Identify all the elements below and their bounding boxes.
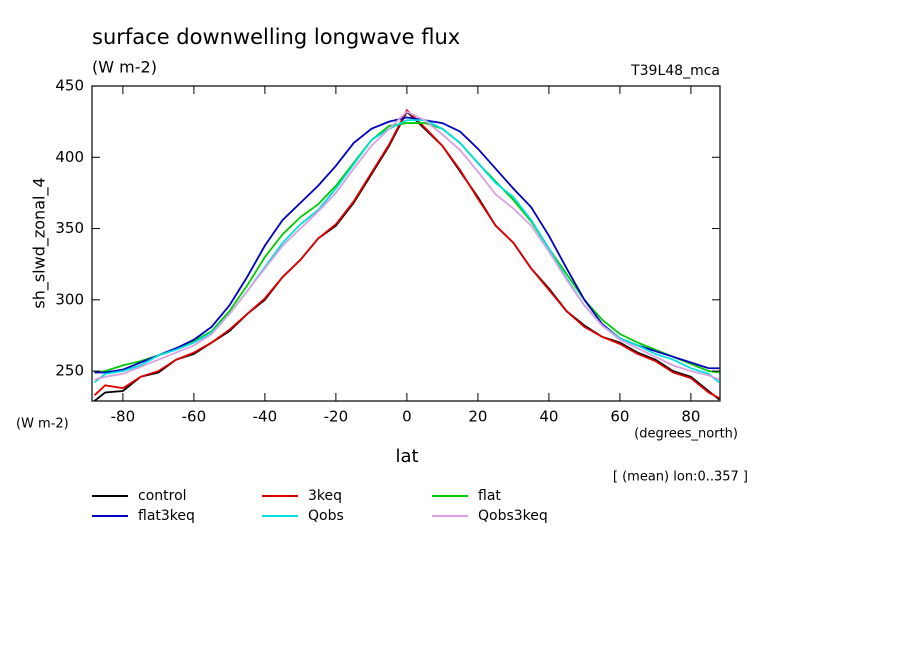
annotation: [ (mean) lon:0..357 ] [613, 470, 748, 485]
series-line [93, 119, 720, 384]
y-tick-label: 250 [55, 362, 84, 380]
y-units: (W m-2) [16, 417, 69, 432]
legend-label: flat [478, 488, 501, 504]
y-tick-label: 400 [55, 148, 84, 166]
run-label: T39L48_mca [630, 63, 720, 79]
series-line [94, 116, 720, 374]
legend-label: control [138, 488, 187, 504]
plot-frame [91, 85, 721, 402]
x-tick-label: -60 [182, 408, 207, 426]
y-tick-label: 300 [55, 290, 84, 308]
lines [93, 108, 720, 401]
y-tick-label: 450 [55, 77, 84, 95]
series-line [93, 108, 720, 399]
y-axis-label: sh_slwd_zonal_4 [30, 177, 50, 308]
x-tick-label: 60 [610, 408, 629, 426]
legend-label: 3keq [308, 488, 342, 504]
x-tick-label: 0 [402, 408, 412, 426]
x-units: (degrees_north) [634, 427, 738, 442]
chart-subtitle: (W m-2) [92, 58, 157, 77]
x-tick-label: 20 [468, 408, 487, 426]
x-axis-label: lat [395, 446, 418, 467]
y-tick-label: 350 [55, 219, 84, 237]
legend-label: Qobs3keq [478, 508, 548, 524]
x-tick-label: -20 [324, 408, 349, 426]
legend-label: Qobs [308, 508, 344, 524]
chart-title: surface downwelling longwave flux [92, 25, 460, 49]
x-tick-label: -40 [253, 408, 278, 426]
x-tick-label: -80 [111, 408, 136, 426]
series-line [94, 110, 720, 381]
legend-label: flat3keq [138, 508, 195, 524]
series-line [93, 110, 720, 401]
x-tick-label: 80 [681, 408, 700, 426]
series-line [94, 122, 720, 374]
x-tick-label: 40 [539, 408, 558, 426]
